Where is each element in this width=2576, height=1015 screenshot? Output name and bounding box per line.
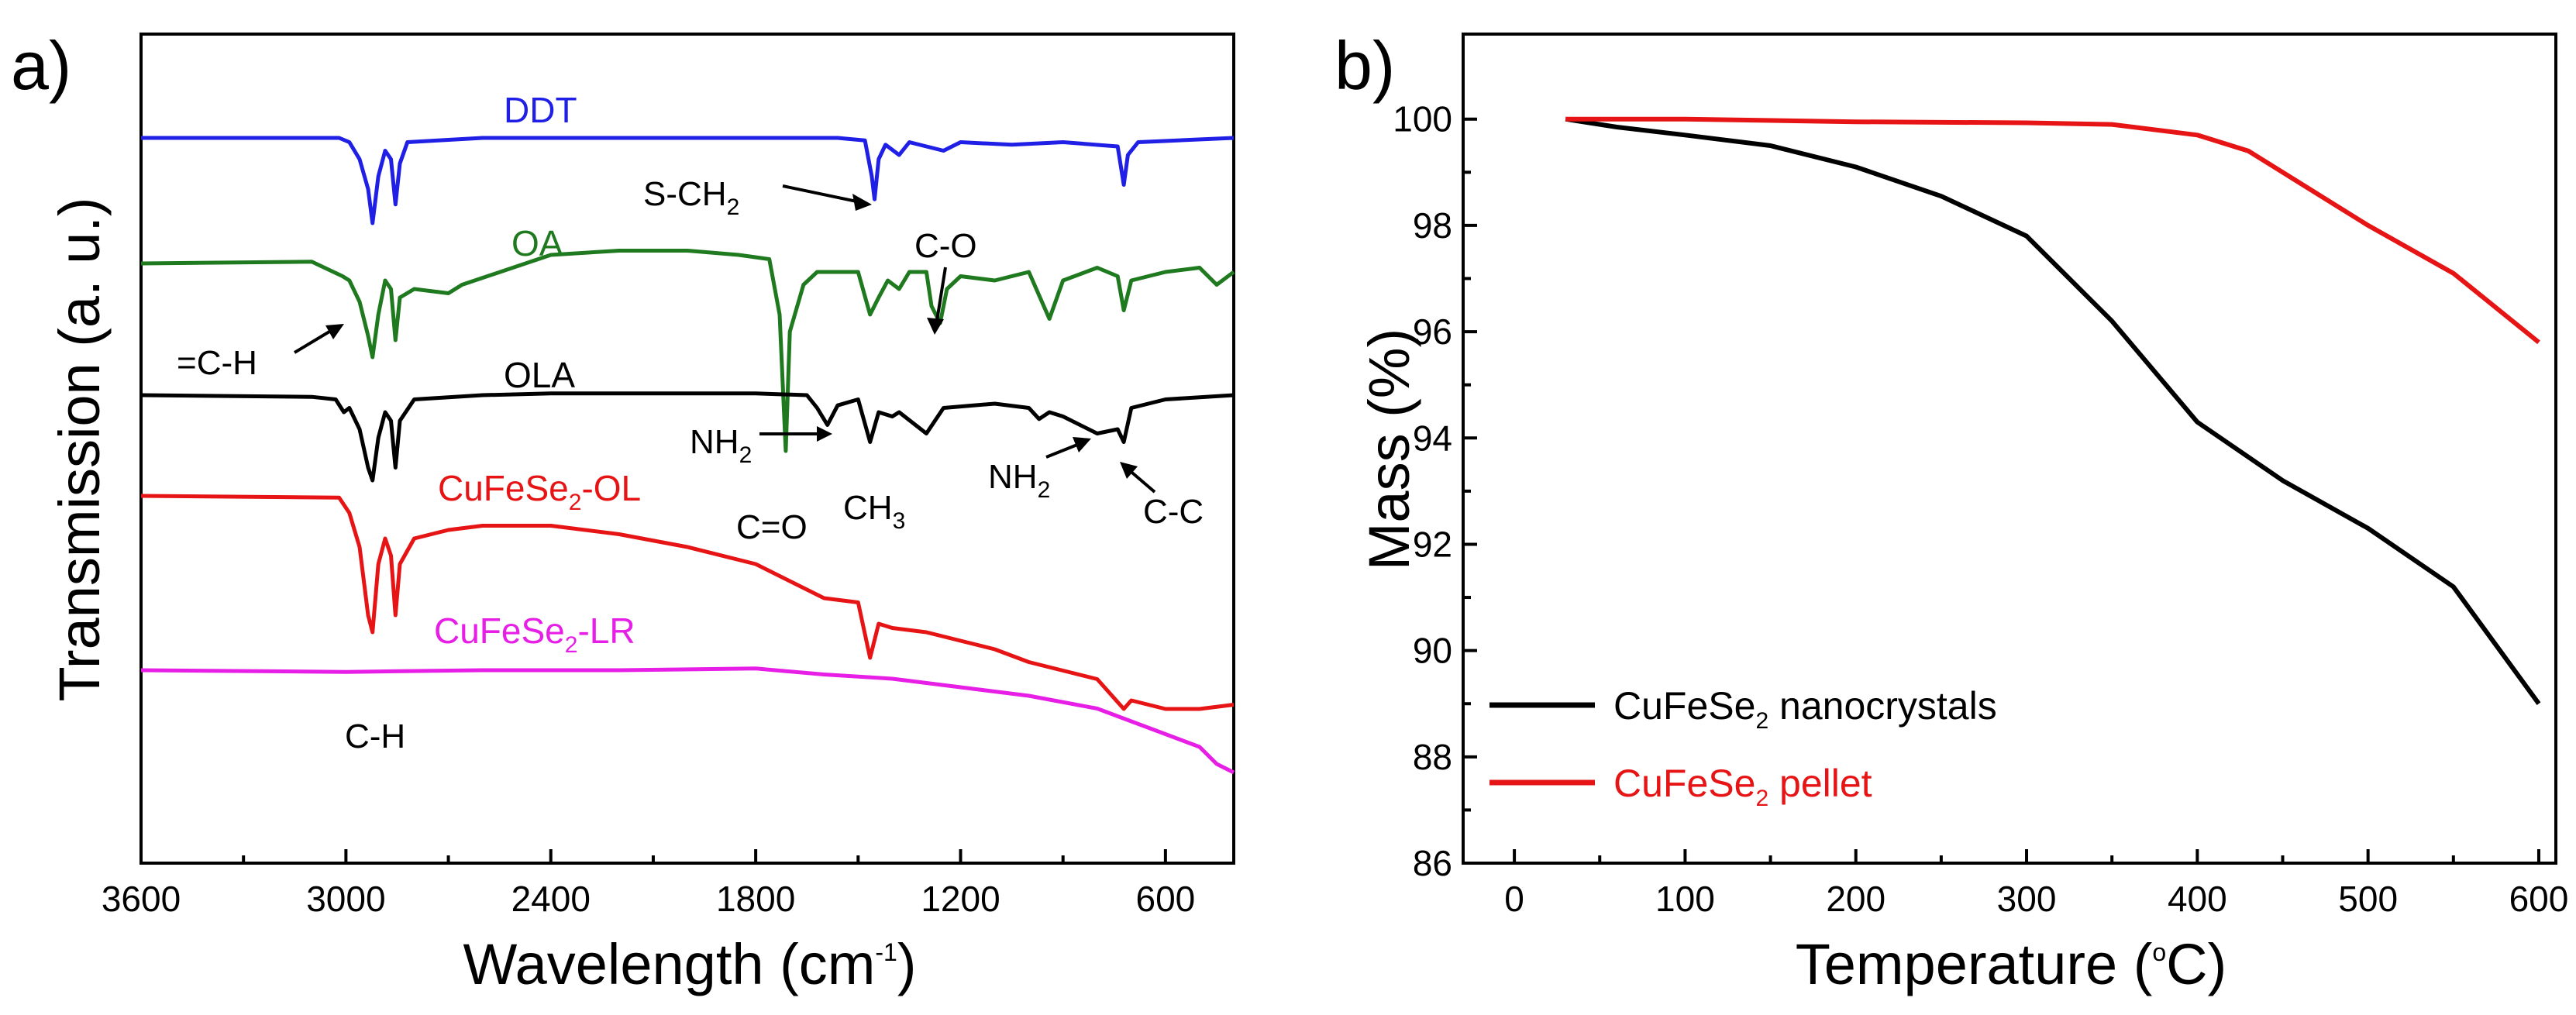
panel-b-series [1565, 116, 2541, 705]
x-tick-label-200: 200 [1826, 879, 1886, 919]
panel-a: a) 3600 3000 2400 1800 1200 600 DDT OA OLA Cu… [11, 27, 1235, 996]
annotation-c-h: C-H [345, 717, 405, 755]
panel-a-plot-frame [139, 33, 1235, 865]
series-line-cufese2-lr [140, 666, 1235, 775]
series-line-cufese2-ol [140, 494, 1235, 711]
x-tick-label-0: 0 [1504, 879, 1524, 919]
series-label-cufese2-lr: CuFeSe2-LR [434, 611, 635, 658]
series-label-ddt: DDT [504, 90, 577, 130]
arrow-c-h-alkene [293, 328, 335, 354]
arrowhead-nh2-1 [817, 426, 832, 442]
y-tick-label-94: 94 [1413, 418, 1452, 458]
arrowhead-c-c [1120, 462, 1138, 479]
panel-b-label: b) [1334, 27, 1395, 104]
panel-b-tick-labels: 0 100 200 300 400 500 600 86 88 90 92 94 96 98 100 [1393, 99, 2568, 919]
panel-b-x-axis-label: Temperature (oC) [1796, 932, 2227, 996]
series-line-ola [140, 391, 1235, 483]
y-tick-label-90: 90 [1413, 631, 1452, 671]
series-line-oa [140, 249, 1235, 453]
annotation-ch3: CH3 [843, 489, 905, 534]
x-tick-label-500: 500 [2338, 879, 2398, 919]
panel-a-y-axis-label: Transmission (a. u.) [47, 197, 112, 701]
x-tick-label-300: 300 [1997, 879, 2057, 919]
panel-b-plot-frame [1462, 33, 2557, 865]
panel-b-legend: CuFeSe2 nanocrystals CuFeSe2 pellet [1489, 684, 1997, 811]
arrow-s-ch2 [782, 184, 865, 205]
series-label-oa: OA [511, 223, 563, 263]
arrowhead-c-o [927, 318, 944, 335]
panel-b-y-axis-label: Mass (%) [1357, 329, 1421, 570]
panel-a-x-axis-label: Wavelength (cm-1) [463, 932, 917, 996]
x-tick-label-2400: 2400 [511, 879, 591, 919]
x-tick-label-3000: 3000 [306, 879, 385, 919]
annotation-c-o: C-O [914, 227, 977, 265]
x-tick-label-100: 100 [1655, 879, 1715, 919]
x-tick-label-3600: 3600 [102, 879, 181, 919]
arrowhead-s-ch2 [852, 194, 872, 211]
x-tick-label-400: 400 [2168, 879, 2227, 919]
y-tick-label-86: 86 [1413, 843, 1452, 883]
panel-a-label: a) [11, 27, 71, 104]
x-tick-label-1800: 1800 [716, 879, 795, 919]
annotation-c-o-double: C=O [736, 508, 808, 546]
annotation-nh2-1: NH2 [690, 423, 752, 468]
annotation-s-ch2: S-CH2 [643, 175, 739, 220]
y-tick-label-92: 92 [1413, 524, 1452, 564]
series-label-cufese2-ol: CuFeSe2-OL [438, 468, 641, 515]
series-line-cufese2-pellet [1565, 116, 2540, 345]
panel-a-x-ticks [139, 849, 1167, 863]
y-tick-label-98: 98 [1413, 205, 1452, 246]
y-tick-label-96: 96 [1413, 311, 1452, 352]
panel-b-ticks [1463, 117, 2540, 865]
annotation-c-c: C-C [1143, 493, 1204, 531]
legend-label-nanocrystals: CuFeSe2 nanocrystals [1613, 684, 1997, 734]
x-tick-label-1200: 1200 [921, 879, 1000, 919]
x-tick-label-600: 600 [2509, 879, 2569, 919]
arrow-c-o [935, 267, 947, 326]
panel-b: b) 0 100 200 300 400 500 60086889092949698100 … [1334, 27, 2568, 996]
series-line-cufese2-nanocrystals [1565, 116, 2541, 705]
annotation-nh2-2: NH2 [988, 458, 1050, 503]
series-line-ddt [141, 136, 1235, 225]
series-label-ola: OLA [504, 355, 575, 395]
panel-a-series [140, 136, 1235, 775]
y-tick-label-88: 88 [1413, 737, 1452, 777]
y-tick-label-100: 100 [1393, 99, 1452, 139]
legend-label-pellet: CuFeSe2 pellet [1613, 762, 1872, 811]
x-tick-label-600: 600 [1136, 879, 1196, 919]
arrowhead-nh2-2 [1073, 437, 1091, 452]
arrowhead-c-h-alkene [325, 324, 344, 339]
arrow-nh2-2 [1045, 442, 1082, 459]
annotation-c-h-alkene: =C-H [177, 344, 257, 382]
panel-a-x-tick-labels: 3600 3000 2400 1800 1200 600 [102, 879, 1195, 919]
